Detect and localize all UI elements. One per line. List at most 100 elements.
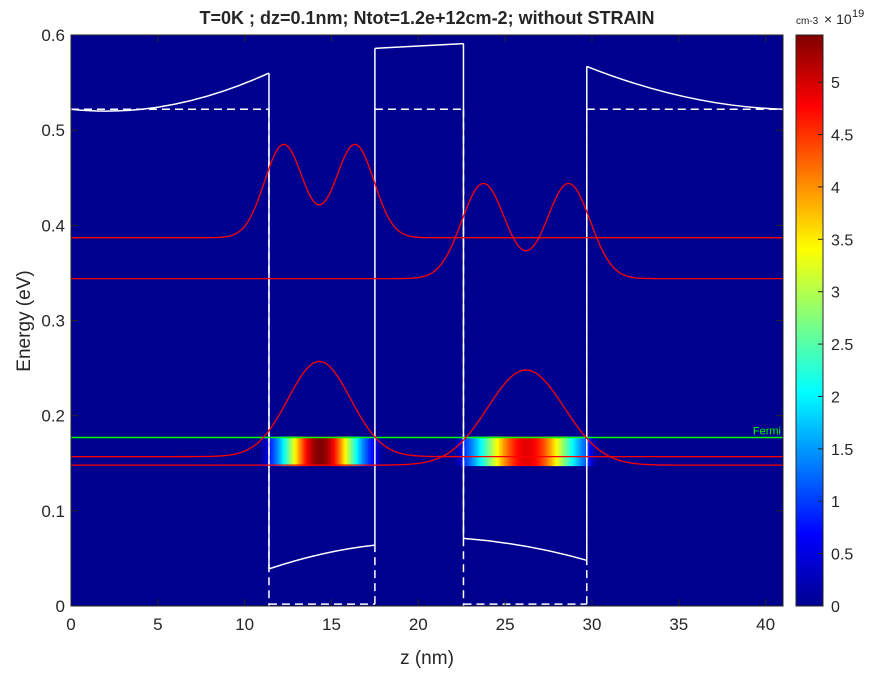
colorbar-tick-label: 5 xyxy=(831,75,840,92)
density-cell xyxy=(496,436,499,467)
density-cell xyxy=(579,436,583,467)
density-cell xyxy=(519,436,522,467)
density-cell xyxy=(574,436,577,467)
density-cell xyxy=(295,436,298,467)
density-cell xyxy=(301,436,305,467)
density-cell xyxy=(491,436,494,467)
density-cell xyxy=(260,436,263,467)
density-cell xyxy=(262,436,265,467)
density-cell xyxy=(468,436,472,467)
density-cell xyxy=(308,436,312,467)
density-cell xyxy=(355,436,359,467)
conduction-band-segment xyxy=(586,65,783,110)
density-cell xyxy=(534,436,538,467)
x-tick-label: 15 xyxy=(322,615,341,634)
colorbar-tick-label: 4.5 xyxy=(831,128,853,145)
density-cell xyxy=(543,436,546,467)
colorbar-tick-label: 1 xyxy=(831,494,840,511)
y-tick-label: 0 xyxy=(56,597,65,616)
density-cell xyxy=(515,436,518,467)
density-cell xyxy=(282,436,286,467)
density-cell xyxy=(300,436,303,467)
density-cell xyxy=(281,436,284,467)
density-cell xyxy=(279,436,282,467)
density-cell xyxy=(571,436,574,467)
density-cell xyxy=(326,436,329,467)
x-tick-label: 40 xyxy=(756,615,775,634)
density-map xyxy=(260,436,600,467)
density-cell xyxy=(463,436,466,467)
density-cell xyxy=(466,436,470,467)
density-cell xyxy=(352,436,355,467)
conduction-band-segment xyxy=(71,72,270,112)
density-cell xyxy=(376,436,379,467)
x-tick-label: 10 xyxy=(235,615,254,634)
wavefunction-curve xyxy=(71,360,783,458)
density-cell xyxy=(319,436,322,467)
density-cell xyxy=(472,436,475,467)
density-cell xyxy=(329,436,333,467)
density-cell xyxy=(520,436,524,467)
density-cell xyxy=(553,436,557,467)
colorbar: 0 0.5 1 1.5 2 2.5 3 3.5 4 4.5 5 cm-3 × 10 19 xyxy=(795,8,864,616)
x-tick-label: 20 xyxy=(409,615,428,634)
density-cell xyxy=(378,436,381,467)
density-cell xyxy=(315,436,319,467)
conduction-band-segment xyxy=(463,537,587,562)
wavefunction-curve xyxy=(71,143,783,239)
density-cell xyxy=(593,436,597,467)
density-cell xyxy=(296,436,300,467)
density-cell xyxy=(305,436,308,467)
density-cell xyxy=(307,436,310,467)
density-cell xyxy=(536,436,539,467)
density-cell xyxy=(465,436,468,467)
density-cell xyxy=(380,436,383,467)
density-cell xyxy=(291,436,294,467)
density-cell xyxy=(501,436,505,467)
density-cell xyxy=(524,436,527,467)
density-cell xyxy=(510,436,513,467)
density-cell xyxy=(586,436,590,467)
density-cell xyxy=(545,436,548,467)
density-cell xyxy=(492,436,496,467)
y-axis-label: Energy (eV) xyxy=(14,270,35,371)
density-cell xyxy=(345,436,348,467)
density-cell xyxy=(265,436,268,467)
density-cell xyxy=(567,436,570,467)
density-cell xyxy=(338,436,341,467)
density-cell xyxy=(482,436,485,467)
plot-frame xyxy=(70,34,784,607)
plot-background xyxy=(71,35,783,606)
density-cell xyxy=(341,436,345,467)
x-axis-label: z (nm) xyxy=(400,648,454,669)
x-tick-label: 30 xyxy=(583,615,602,634)
density-cell xyxy=(364,436,367,467)
density-cell xyxy=(274,436,277,467)
density-cell xyxy=(487,436,491,467)
density-cell xyxy=(331,436,334,467)
density-cell xyxy=(517,436,520,467)
density-cell xyxy=(512,436,515,467)
density-cell xyxy=(324,436,327,467)
density-cell xyxy=(312,436,315,467)
density-cell xyxy=(558,436,562,467)
density-cell xyxy=(562,436,565,467)
density-cell xyxy=(275,436,279,467)
colorbar-exponent: 19 xyxy=(852,8,864,20)
density-cell xyxy=(288,436,291,467)
density-cell xyxy=(374,436,378,467)
density-cell xyxy=(357,436,360,467)
chart-title: T=0K ; dz=0.1nm; Ntot=1.2e+12cm-2; witho… xyxy=(199,8,654,28)
colorbar-unit: cm-3 xyxy=(796,16,819,27)
density-cell xyxy=(361,436,364,467)
y-tick-label: 0.6 xyxy=(41,26,65,45)
density-cell xyxy=(343,436,346,467)
density-cell xyxy=(340,436,343,467)
density-cell xyxy=(588,436,591,467)
density-cell xyxy=(268,436,272,467)
x-tick-label: 25 xyxy=(496,615,515,634)
density-cell xyxy=(371,436,374,467)
fermi-label: Fermi xyxy=(753,426,781,438)
density-cell xyxy=(527,436,531,467)
